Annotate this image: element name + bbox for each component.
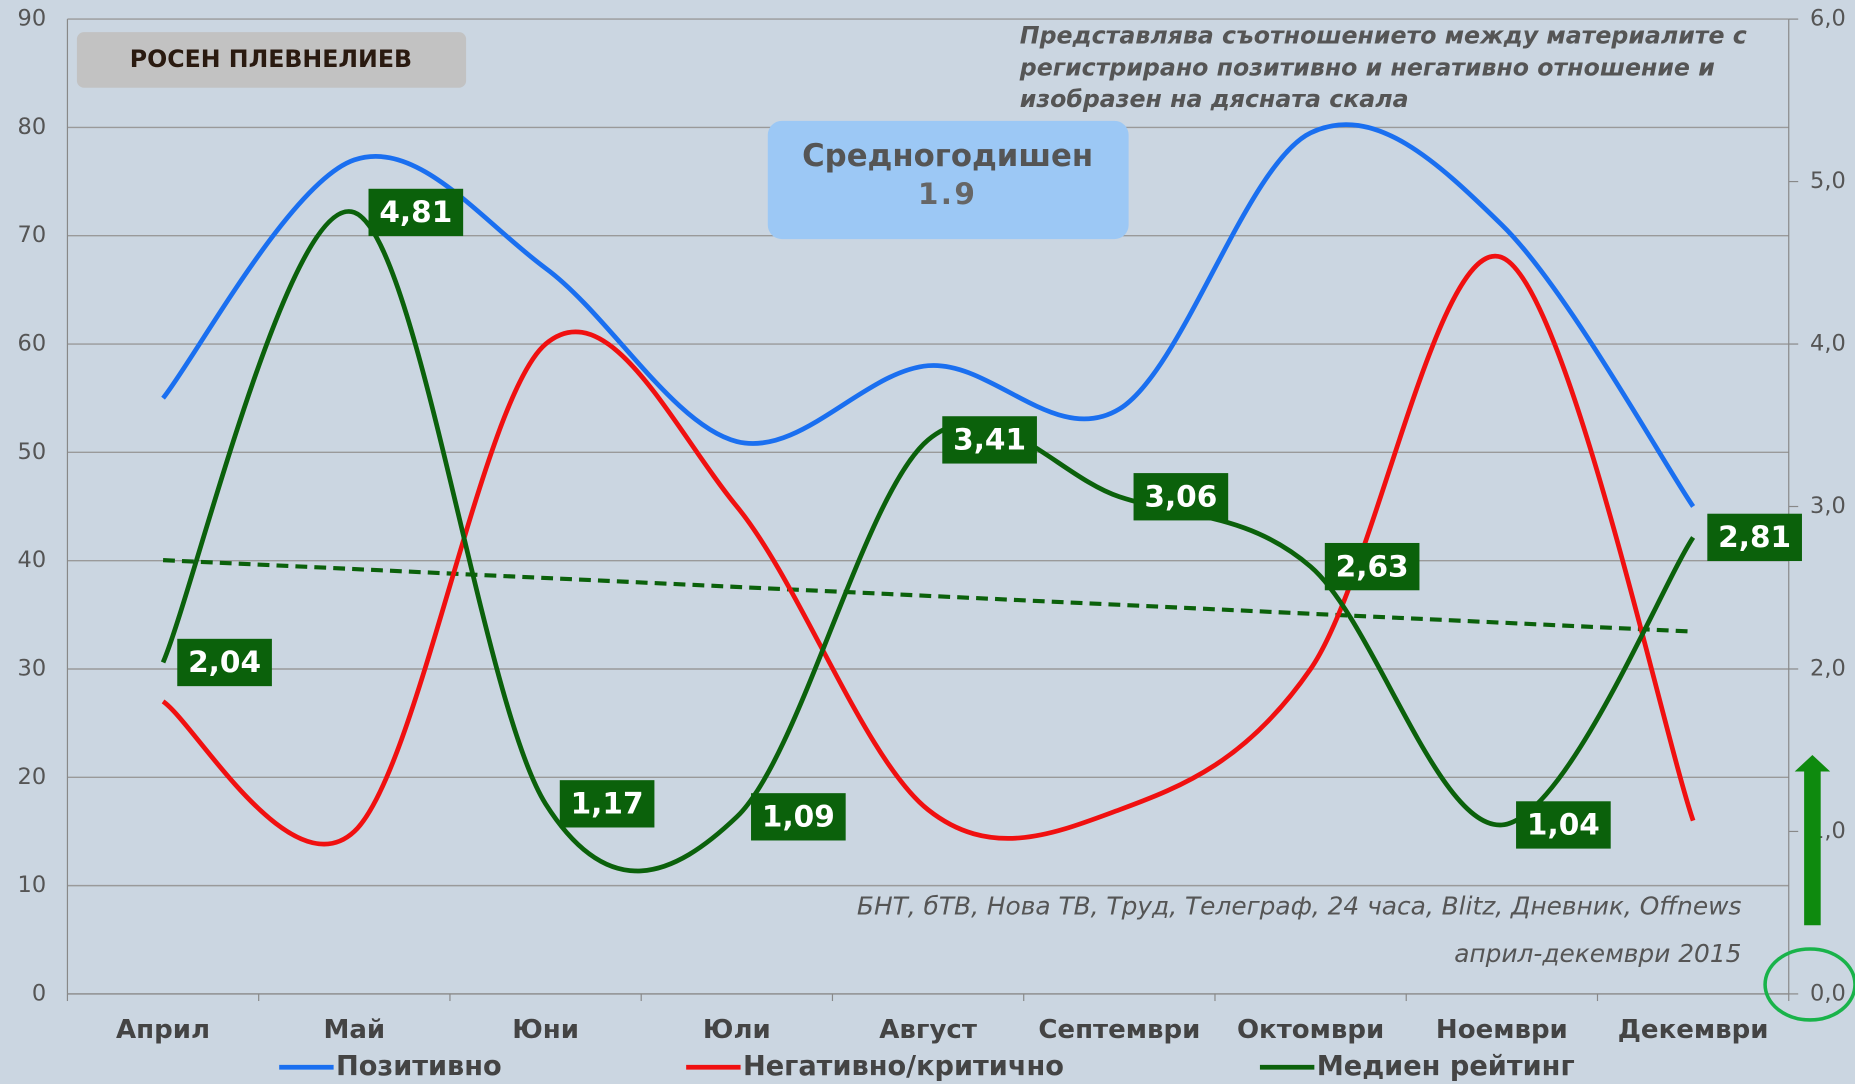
- y-tick-label: 90: [18, 6, 47, 32]
- y2-tick-label: 6,0: [1810, 6, 1846, 32]
- plot: 01020304050607080900,01,02,03,04,05,06,0…: [18, 6, 1846, 1045]
- y2-tick-label: 4,0: [1810, 331, 1846, 357]
- series-line: [160, 209, 1696, 874]
- x-tick-label: Май: [323, 1015, 385, 1045]
- legend-label: Негативно/критично: [743, 1051, 1064, 1082]
- x-tick-label: Април: [116, 1015, 210, 1045]
- value-label: 1,17: [571, 787, 644, 821]
- value-label: 1,04: [1527, 808, 1600, 842]
- value-label: 2,63: [1336, 549, 1409, 583]
- value-label-box: [751, 793, 846, 841]
- y-tick-label: 50: [18, 439, 47, 465]
- y-tick-label: 40: [18, 547, 47, 573]
- source: април-декември 2015: [1454, 939, 1741, 968]
- value-label: 1,09: [762, 800, 835, 834]
- value-label: 2,04: [188, 645, 261, 679]
- source: БНТ, бТВ, Нова ТВ, Труд, Телеграф, 24 ча…: [857, 892, 1742, 921]
- legend-label: Позитивно: [336, 1051, 502, 1082]
- y2-tick-label: 3,0: [1810, 493, 1846, 519]
- y2-tick-label: 5,0: [1810, 168, 1846, 194]
- x-tick-label: Юли: [703, 1015, 771, 1045]
- title-badge: [76, 32, 467, 88]
- x-tick-label: Юни: [512, 1015, 579, 1045]
- value-label-box: [942, 416, 1037, 464]
- series-line: [161, 122, 1696, 508]
- x-tick-label: Септември: [1038, 1015, 1200, 1045]
- y-tick-label: 80: [18, 114, 47, 140]
- annotation: регистрирано позитивно и негативно отнош…: [1019, 53, 1715, 81]
- series-line: [161, 253, 1696, 847]
- annotation: изобразен на дясната скала: [1020, 85, 1409, 113]
- value-label-box: [1324, 542, 1420, 591]
- x-tick-label: Декември: [1618, 1015, 1769, 1045]
- arrow-icon: [1794, 754, 1831, 926]
- value-label-box: [1516, 801, 1611, 849]
- annotation: Представлява съотношението между материа…: [1020, 21, 1747, 49]
- y2-tick-label: 2,0: [1810, 655, 1846, 681]
- value-label: 2,81: [1718, 520, 1791, 554]
- value-label-box: [1707, 513, 1802, 562]
- value-label-box: [1133, 473, 1229, 521]
- y-tick-label: 30: [18, 655, 47, 681]
- x-tick-label: Октомври: [1237, 1015, 1384, 1045]
- y2-tick-label: 0,0: [1810, 980, 1846, 1006]
- x-tick-label: Ноември: [1436, 1015, 1568, 1045]
- y-tick-label: 0: [32, 980, 46, 1006]
- value-label: 3,41: [953, 423, 1026, 457]
- trendline: [162, 558, 1694, 634]
- average-box: [767, 120, 1129, 240]
- legend-label: Медиен рейтинг: [1317, 1051, 1575, 1082]
- chart-title: РОСЕН ПЛЕВНЕЛИЕВ: [130, 45, 412, 73]
- value-label-box: [559, 780, 655, 828]
- value-label: 3,06: [1144, 479, 1217, 513]
- y-tick-label: 70: [18, 222, 47, 248]
- x-tick-label: Август: [879, 1015, 977, 1045]
- average-label: Средногодишен: [802, 138, 1093, 174]
- y-tick-label: 20: [18, 764, 47, 790]
- value-label: 4,81: [379, 195, 452, 229]
- value-label-box: [368, 188, 464, 237]
- value-label-box: [177, 638, 272, 687]
- y-tick-label: 60: [18, 331, 47, 357]
- average-value: 1.9: [918, 177, 977, 211]
- y-tick-label: 10: [18, 872, 47, 898]
